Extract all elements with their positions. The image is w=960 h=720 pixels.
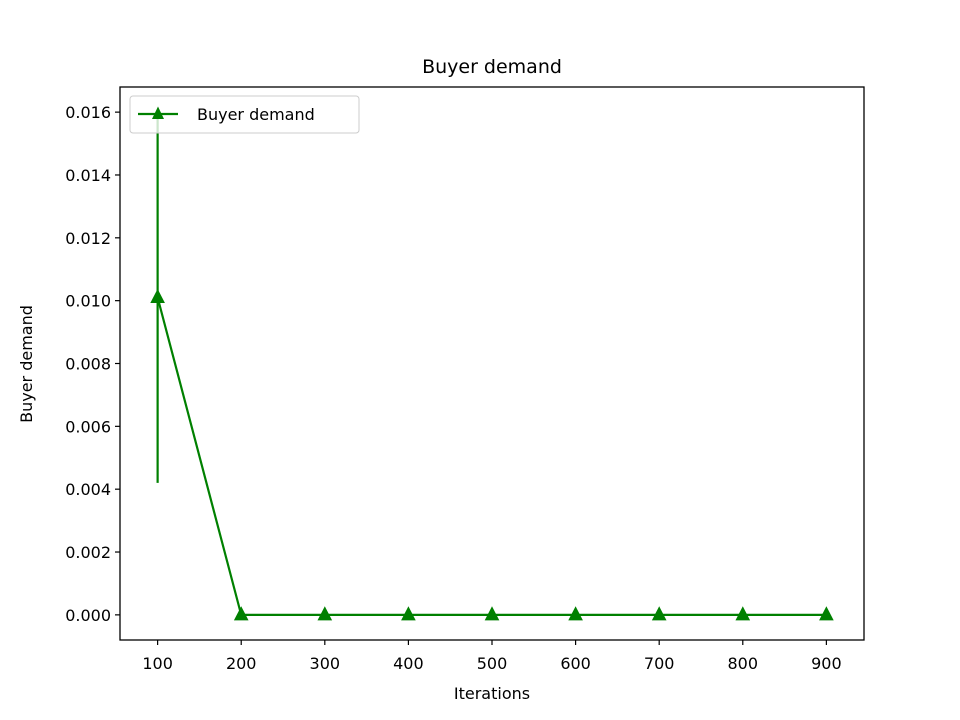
- axes-frame: [119, 86, 865, 641]
- chart-title: Buyer demand: [422, 56, 562, 78]
- legend-box: [129, 95, 360, 134]
- y-tick-label: 0.004: [65, 480, 111, 499]
- data-point: [819, 606, 834, 621]
- x-axis-ticks: 100 200 300 400 500 600 700 800 900: [142, 640, 842, 673]
- x-tick-label: 900: [811, 654, 842, 673]
- data-point: [317, 606, 333, 621]
- legend-marker: [152, 106, 164, 119]
- y-tick-label: 0.010: [65, 292, 111, 311]
- x-tick-label: 300: [310, 654, 341, 673]
- y-axis-ticks: 0.000 0.002 0.004 0.006 0.008 0.010 0.012 0.014…: [65, 103, 120, 625]
- x-tick-label: 200: [226, 654, 257, 673]
- x-tick-label: 500: [477, 654, 508, 673]
- y-tick-label: 0.014: [65, 166, 111, 185]
- x-tick-label: 400: [393, 654, 424, 673]
- x-tick-label: 600: [560, 654, 591, 673]
- y-axis-label: Buyer demand: [17, 305, 36, 423]
- data-point: [651, 606, 667, 621]
- y-tick-label: 0.016: [65, 103, 111, 122]
- plot-area: [150, 112, 834, 621]
- y-tick-label: 0.008: [65, 355, 111, 374]
- x-axis-label: Iterations: [454, 684, 530, 703]
- x-tick-label: 100: [142, 654, 173, 673]
- data-point: [735, 606, 751, 621]
- y-tick-label: 0.012: [65, 229, 111, 248]
- data-point: [233, 606, 249, 621]
- data-point: [568, 606, 583, 621]
- x-tick-label: 700: [644, 654, 675, 673]
- y-tick-label: 0.002: [65, 543, 111, 562]
- data-point: [484, 606, 500, 621]
- y-tick-label: 0.000: [65, 606, 111, 625]
- data-point: [150, 288, 165, 304]
- y-tick-label: 0.006: [65, 417, 111, 436]
- data-point: [401, 606, 416, 621]
- legend-entry: Buyer demand: [197, 105, 315, 124]
- legend: Buyer demand: [129, 95, 360, 134]
- x-tick-label: 800: [728, 654, 759, 673]
